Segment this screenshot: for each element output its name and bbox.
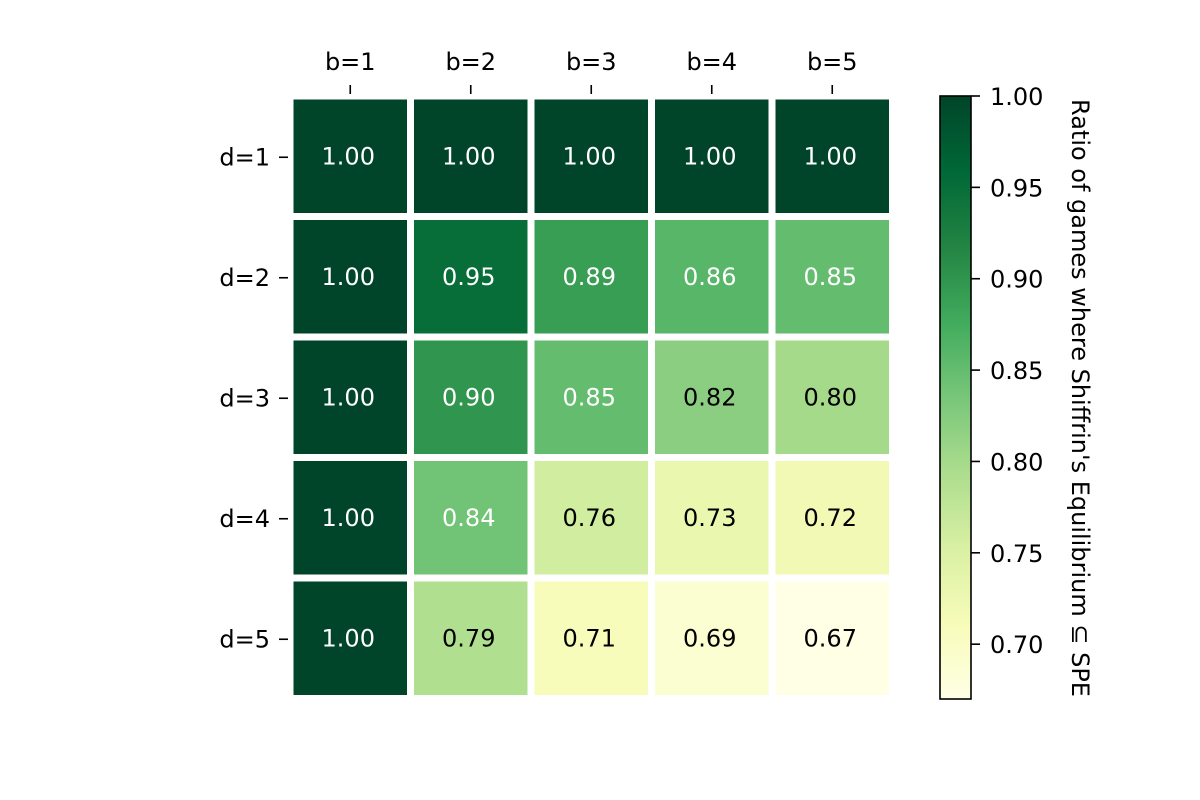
colorbar-tick-label-6: 0.95 [990, 174, 1043, 202]
heatmap-cell-5-4 [655, 581, 769, 695]
cell-value-label-2-2: 0.95 [442, 263, 495, 291]
heatmap-cell-4-3 [534, 461, 648, 575]
cell-value-label-3-4: 0.82 [683, 383, 736, 411]
cell-value-label-3-5: 0.80 [804, 383, 857, 411]
colorbar: 0.70 0.75 0.80 0.85 0.90 0.95 1.00 Ratio of gam… [939, 83, 1094, 700]
y-tick-label-5: d=5 [219, 625, 270, 653]
y-tick-label-4: d=4 [219, 505, 270, 533]
x-tick-label-2: b=2 [445, 48, 496, 76]
colorbar-tick-label-2: 0.75 [990, 540, 1043, 568]
colorbar-tick-label-3: 0.80 [990, 448, 1043, 476]
cell-value-label-5-5: 0.67 [804, 624, 857, 652]
x-axis-top: b=1 b=2 b=3 b=4 b=5 [325, 48, 858, 94]
cell-value-label-1-5: 1.00 [804, 142, 857, 170]
y-axis: d=1 d=2 d=3 d=4 d=5 [219, 143, 288, 653]
heatmap-cell-1-1 [293, 99, 407, 213]
heatmap-cell-1-2 [414, 99, 528, 213]
cell-value-label-3-2: 0.90 [442, 383, 495, 411]
colorbar-tick-label-7: 1.00 [990, 83, 1043, 111]
x-tick-label-5: b=5 [807, 48, 858, 76]
cell-value-label-4-2: 0.84 [442, 504, 495, 532]
heatmap-cells [293, 99, 889, 695]
heatmap-cell-5-2 [414, 581, 528, 695]
cell-value-label-1-2: 1.00 [442, 142, 495, 170]
cell-value-label-5-1: 1.00 [322, 624, 375, 652]
x-tick-label-3: b=3 [566, 48, 617, 76]
cell-value-label-4-5: 0.72 [804, 504, 857, 532]
cell-value-label-3-3: 0.85 [563, 383, 616, 411]
cell-value-label-5-3: 0.71 [563, 624, 616, 652]
colorbar-tick-label-5: 0.90 [990, 266, 1043, 294]
heatmap-cell-4-1 [293, 461, 407, 575]
colorbar-tick-label-1: 0.70 [990, 631, 1043, 659]
heatmap-cell-3-5 [775, 340, 889, 454]
heatmap-cell-1-5 [775, 99, 889, 213]
cell-value-label-4-4: 0.73 [683, 504, 736, 532]
x-tick-label-4: b=4 [686, 48, 737, 76]
heatmap-cell-3-2 [414, 340, 528, 454]
y-tick-label-3: d=3 [219, 384, 270, 412]
heatmap-cell-1-4 [655, 99, 769, 213]
y-tick-label-2: d=2 [219, 264, 270, 292]
cell-value-label-4-3: 0.76 [563, 504, 616, 532]
heatmap-cell-4-2 [414, 461, 528, 575]
heatmap-cell-4-4 [655, 461, 769, 575]
heatmap-cell-1-3 [534, 99, 648, 213]
heatmap-cell-4-5 [775, 461, 889, 575]
cell-value-label-1-3: 1.00 [563, 142, 616, 170]
heatmap-cell-5-3 [534, 581, 648, 695]
heatmap-cell-3-1 [293, 340, 407, 454]
cell-value-label-5-2: 0.79 [442, 624, 495, 652]
x-tick-label-1: b=1 [325, 48, 376, 76]
cell-value-label-5-4: 0.69 [683, 624, 736, 652]
heatmap-cell-2-5 [775, 220, 889, 334]
cell-value-label-2-1: 1.00 [322, 263, 375, 291]
heatmap-labels: 1.00 1.00 1.00 1.00 1.00 1.00 0.95 0.89 0.86 0.85… [322, 142, 857, 652]
heatmap-cell-3-4 [655, 340, 769, 454]
cell-value-label-1-4: 1.00 [683, 142, 736, 170]
heatmap-cell-5-5 [775, 581, 889, 695]
heatmap-cell-3-3 [534, 340, 648, 454]
cell-value-label-1-1: 1.00 [322, 142, 375, 170]
colorbar-label: Ratio of games where Shiffrin's Equilibr… [1066, 99, 1094, 697]
y-tick-label-1: d=1 [219, 143, 270, 171]
heatmap-cell-2-1 [293, 220, 407, 334]
cell-value-label-2-5: 0.85 [804, 263, 857, 291]
cell-value-label-2-4: 0.86 [683, 263, 736, 291]
heatmap-cell-2-3 [534, 220, 648, 334]
heatmap-cell-5-1 [293, 581, 407, 695]
cell-value-label-4-1: 1.00 [322, 504, 375, 532]
heatmap-cell-2-2 [414, 220, 528, 334]
cell-value-label-2-3: 0.89 [563, 263, 616, 291]
colorbar-tick-label-4: 0.85 [990, 357, 1043, 385]
heatmap-cell-2-4 [655, 220, 769, 334]
cell-value-label-3-1: 1.00 [322, 383, 375, 411]
colorbar-gradient [939, 95, 972, 700]
